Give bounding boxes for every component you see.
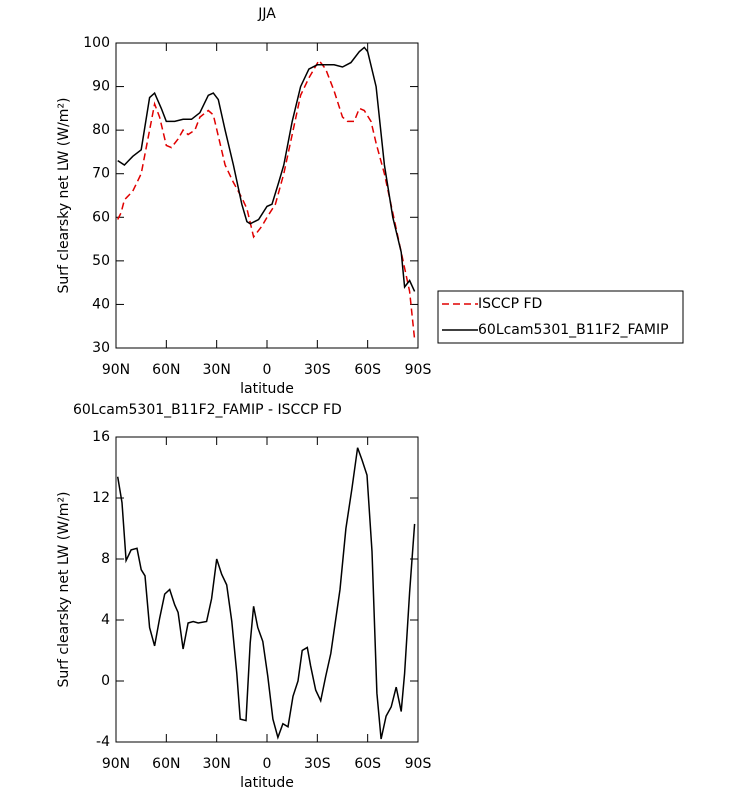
x-tick-label: 0 [263, 756, 272, 772]
chart-title: JJA [257, 6, 276, 22]
y-tick-label: 4 [101, 612, 110, 628]
y-tick-label: 12 [92, 490, 110, 506]
data-line [116, 447, 416, 740]
x-tick-label: 30N [203, 756, 231, 772]
legend-box [437, 290, 684, 344]
y-tick-label: 40 [92, 296, 110, 312]
legend-label: 60Lcam5301_B11F2_FAMIP [478, 322, 669, 338]
data-line [117, 59, 416, 340]
y-tick-label: -4 [96, 734, 110, 750]
chart-title: 60Lcam5301_B11F2_FAMIP - ISCCP FD [73, 402, 342, 418]
y-axis-label: Surf clearsky net LW (W/m²) [56, 97, 72, 293]
x-tick-label: 0 [263, 362, 272, 378]
plot-frame [115, 42, 419, 349]
x-tick-label: 90S [405, 362, 432, 378]
x-tick-label: 90N [102, 362, 130, 378]
y-tick-label: 60 [92, 209, 110, 225]
x-tick-label: 60N [152, 756, 180, 772]
data-line [117, 46, 416, 292]
x-tick-label: 60S [354, 362, 381, 378]
y-tick-label: 30 [92, 340, 110, 356]
x-axis-label: latitude [240, 381, 294, 397]
y-tick-label: 80 [92, 122, 110, 138]
x-tick-label: 60N [152, 362, 180, 378]
legend-label: ISCCP FD [478, 296, 542, 312]
x-tick-label: 60S [354, 756, 381, 772]
x-tick-label: 90N [102, 756, 130, 772]
y-tick-label: 16 [92, 429, 110, 445]
x-tick-label: 90S [405, 756, 432, 772]
y-axis-label: Surf clearsky net LW (W/m²) [56, 491, 72, 687]
x-tick-label: 30S [304, 362, 331, 378]
x-axis-label: latitude [240, 775, 294, 791]
y-tick-label: 50 [92, 253, 110, 269]
y-tick-label: 0 [101, 673, 110, 689]
y-tick-label: 90 [92, 79, 110, 95]
y-tick-label: 70 [92, 166, 110, 182]
x-tick-label: 30N [203, 362, 231, 378]
y-tick-label: 8 [101, 551, 110, 567]
x-tick-label: 30S [304, 756, 331, 772]
y-tick-label: 100 [83, 35, 110, 51]
